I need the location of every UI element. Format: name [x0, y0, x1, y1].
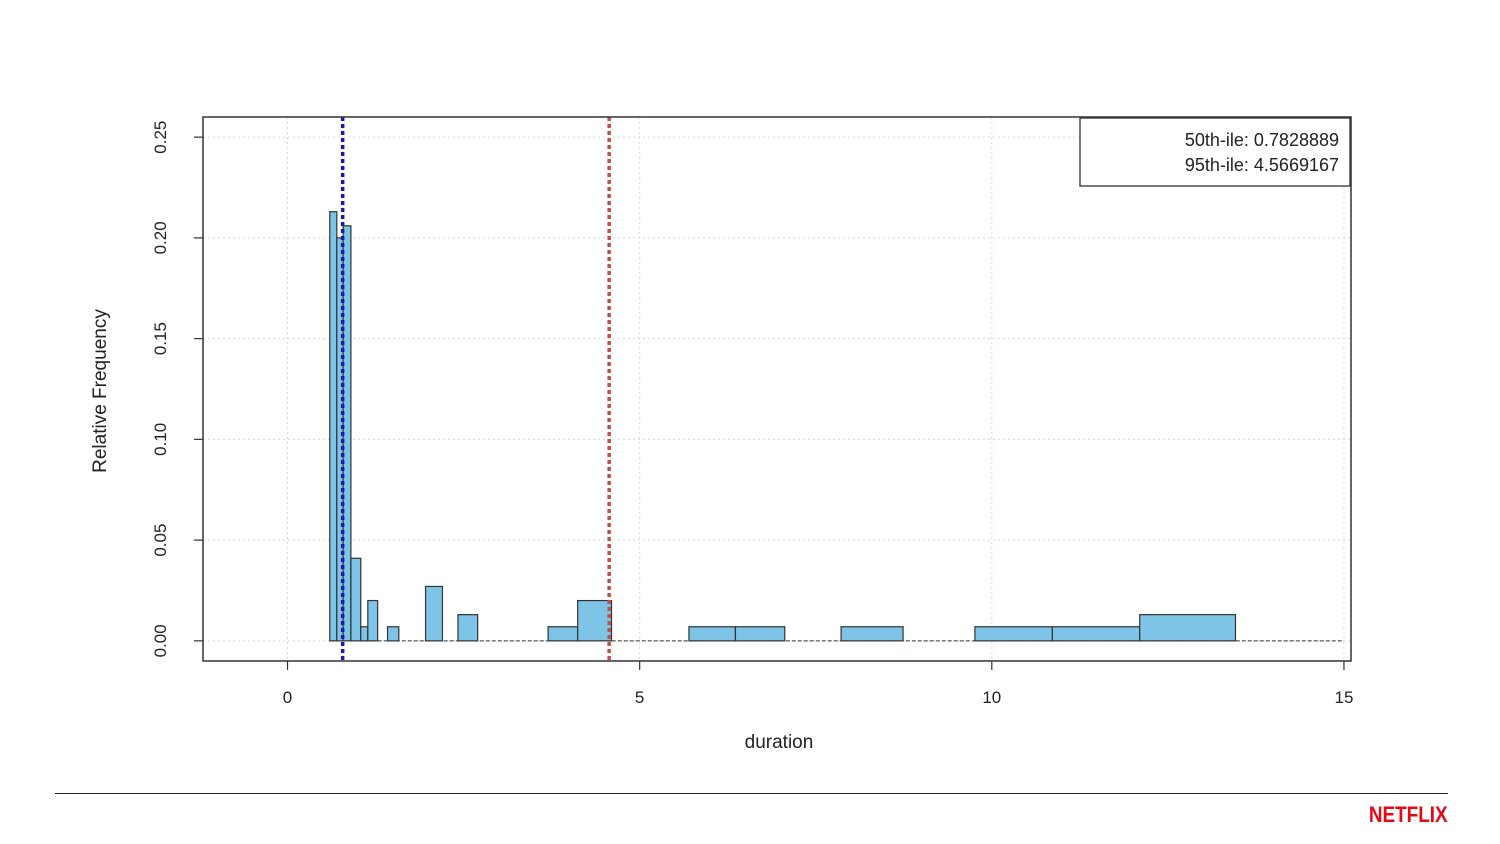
y-axis-title: Relative Frequency	[90, 309, 111, 473]
histogram-bar-0	[329, 211, 338, 642]
histogram-bar-10	[577, 599, 613, 642]
histogram-bar-9	[547, 626, 579, 642]
histogram-bars	[329, 211, 1237, 642]
histogram-bar-16	[1139, 614, 1237, 642]
y-tick-label-3: 0.15	[151, 322, 170, 355]
netflix-logo: NETFLIX	[1369, 802, 1448, 827]
x-axis: 0 5 10 15	[283, 661, 1353, 707]
histogram-bar-11	[688, 626, 737, 642]
x-tick-label-0: 0	[283, 688, 292, 707]
histogram-bar-13	[840, 626, 904, 642]
histogram-bar-6	[386, 626, 400, 642]
x-tick-label-1: 5	[635, 688, 644, 707]
histogram-bar-14	[974, 626, 1053, 642]
y-tick-label-1: 0.05	[151, 524, 170, 557]
x-axis-title: duration	[745, 732, 814, 753]
x-tick-label-3: 15	[1334, 688, 1353, 707]
grid-lines	[203, 117, 1351, 661]
histogram-bar-7	[424, 585, 444, 642]
footer-divider	[55, 793, 1448, 794]
legend-box	[1079, 117, 1351, 187]
y-tick-label-2: 0.10	[151, 423, 170, 456]
legend-entry-50th: 50th-ile: 0.7828889	[1185, 130, 1339, 150]
percentile-lines	[340, 117, 611, 661]
histogram-bar-8	[457, 614, 479, 642]
histogram-bar-12	[734, 626, 786, 642]
y-axis: 0.00 0.05 0.10 0.15 0.20 0.25	[151, 121, 203, 657]
y-tick-label-0: 0.00	[151, 624, 170, 657]
legend: 50th-ile: 0.7828889 95th-ile: 4.5669167	[1079, 117, 1351, 187]
histogram-bar-5	[367, 599, 379, 642]
histogram-bar-3	[350, 557, 362, 642]
x-tick-label-2: 10	[982, 688, 1001, 707]
y-tick-label-4: 0.20	[151, 221, 170, 254]
histogram-bar-4	[360, 626, 369, 642]
plot-frame	[202, 116, 1352, 662]
y-tick-label-5: 0.25	[151, 121, 170, 154]
histogram-bar-15	[1051, 626, 1141, 642]
legend-entry-95th: 95th-ile: 4.5669167	[1185, 155, 1339, 175]
histogram-chart: 0 5 10 15 0.00 0.05 0.10 0.15 0.20 0.25 duration…	[90, 116, 1353, 753]
